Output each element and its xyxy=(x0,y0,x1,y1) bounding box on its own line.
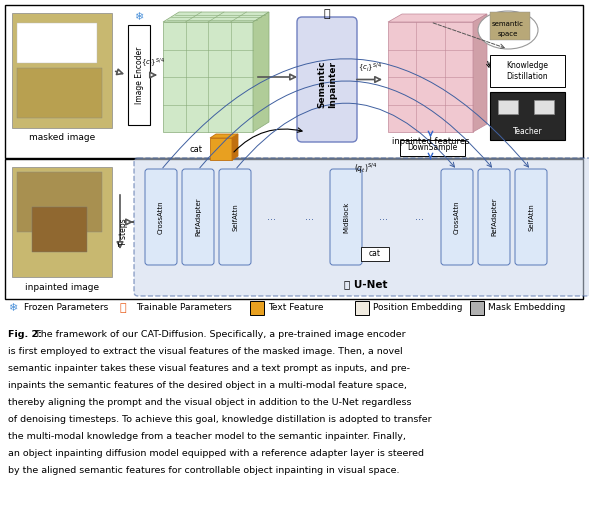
Text: ...: ... xyxy=(267,212,276,222)
Text: inpainted features: inpainted features xyxy=(392,137,469,146)
FancyBboxPatch shape xyxy=(515,169,547,265)
FancyBboxPatch shape xyxy=(297,17,357,142)
Text: masked image: masked image xyxy=(29,133,95,142)
Text: The framework of our CAT-Diffusion. Specifically, a pre-trained image encoder: The framework of our CAT-Diffusion. Spec… xyxy=(32,330,406,339)
Text: Position Embedding: Position Embedding xyxy=(373,304,462,313)
FancyBboxPatch shape xyxy=(12,167,112,277)
FancyBboxPatch shape xyxy=(400,140,465,156)
Text: Image Encoder: Image Encoder xyxy=(134,46,144,104)
Text: cat: cat xyxy=(189,144,202,154)
Text: Trainable Parameters: Trainable Parameters xyxy=(136,304,231,313)
FancyBboxPatch shape xyxy=(17,23,97,63)
Text: RefAdapter: RefAdapter xyxy=(195,197,201,236)
FancyBboxPatch shape xyxy=(490,12,530,40)
FancyBboxPatch shape xyxy=(250,301,264,315)
FancyBboxPatch shape xyxy=(17,68,102,118)
FancyBboxPatch shape xyxy=(17,172,102,232)
Polygon shape xyxy=(210,134,238,138)
Text: cat: cat xyxy=(369,249,381,259)
Text: 🔥: 🔥 xyxy=(120,303,127,313)
Text: Fig. 2:: Fig. 2: xyxy=(8,330,42,339)
FancyBboxPatch shape xyxy=(490,92,565,140)
Text: an object inpainting diffusion model equipped with a reference adapter layer is : an object inpainting diffusion model equ… xyxy=(8,449,424,458)
FancyBboxPatch shape xyxy=(163,22,253,132)
Polygon shape xyxy=(388,14,487,22)
FancyBboxPatch shape xyxy=(5,159,583,299)
FancyBboxPatch shape xyxy=(330,169,362,265)
Text: of denoising timesteps. To achieve this goal, knowledge distillation is adopted : of denoising timesteps. To achieve this … xyxy=(8,415,432,424)
FancyBboxPatch shape xyxy=(361,247,389,261)
Polygon shape xyxy=(232,134,238,160)
Text: $\{c_i\}^{S/4}$: $\{c_i\}^{S/4}$ xyxy=(358,61,382,74)
Text: by the aligned semantic features for controllable object inpainting in visual sp: by the aligned semantic features for con… xyxy=(8,466,399,475)
Text: ...: ... xyxy=(415,212,425,222)
Text: Text Feature: Text Feature xyxy=(268,304,323,313)
FancyBboxPatch shape xyxy=(128,25,150,125)
FancyBboxPatch shape xyxy=(145,169,177,265)
Text: inpainted image: inpainted image xyxy=(25,282,99,291)
Polygon shape xyxy=(253,12,269,132)
Text: $\{c_i\}^{S/4}$: $\{c_i\}^{S/4}$ xyxy=(141,57,164,69)
FancyBboxPatch shape xyxy=(498,100,518,114)
Text: the multi-modal knowledge from a teacher model to the semantic inpainter. Finall: the multi-modal knowledge from a teacher… xyxy=(8,432,406,441)
Text: T steps: T steps xyxy=(120,218,128,246)
FancyBboxPatch shape xyxy=(490,55,565,87)
Text: Semantic
Inpainter: Semantic Inpainter xyxy=(317,61,337,108)
Text: SelfAttn: SelfAttn xyxy=(528,203,534,231)
Text: MidBlock: MidBlock xyxy=(343,201,349,233)
FancyBboxPatch shape xyxy=(12,13,112,128)
Text: Mask Embedding: Mask Embedding xyxy=(488,304,565,313)
Text: is first employed to extract the visual features of the masked image. Then, a no: is first employed to extract the visual … xyxy=(8,347,403,356)
Text: CrossAttn: CrossAttn xyxy=(454,200,460,234)
FancyBboxPatch shape xyxy=(470,301,484,315)
FancyBboxPatch shape xyxy=(478,169,510,265)
Text: space: space xyxy=(498,31,518,37)
Text: Knowledge
Distillation: Knowledge Distillation xyxy=(507,61,548,81)
FancyBboxPatch shape xyxy=(388,22,473,132)
Text: Frozen Parameters: Frozen Parameters xyxy=(24,304,108,313)
Text: 🔥 U-Net: 🔥 U-Net xyxy=(344,279,387,289)
Text: SelfAttn: SelfAttn xyxy=(232,203,238,231)
FancyBboxPatch shape xyxy=(210,138,232,160)
Text: semantic: semantic xyxy=(492,21,524,27)
Text: ❄: ❄ xyxy=(8,303,17,313)
FancyBboxPatch shape xyxy=(441,169,473,265)
FancyBboxPatch shape xyxy=(32,207,87,252)
Text: ❄: ❄ xyxy=(134,12,144,22)
Polygon shape xyxy=(473,14,487,132)
FancyBboxPatch shape xyxy=(219,169,251,265)
FancyBboxPatch shape xyxy=(5,5,583,158)
Text: CrossAttn: CrossAttn xyxy=(158,200,164,234)
FancyBboxPatch shape xyxy=(355,301,369,315)
Text: inpaints the semantic features of the desired object in a multi-modal feature sp: inpaints the semantic features of the de… xyxy=(8,381,407,390)
Text: $(q_t)^{S/4}$: $(q_t)^{S/4}$ xyxy=(354,162,377,176)
Text: semantic inpainter takes these visual features and a text prompt as inputs, and : semantic inpainter takes these visual fe… xyxy=(8,364,410,373)
FancyBboxPatch shape xyxy=(534,100,554,114)
Text: Teacher: Teacher xyxy=(512,127,542,136)
Text: ...: ... xyxy=(379,212,388,222)
Text: DownSample: DownSample xyxy=(408,143,458,153)
Text: thereby aligning the prompt and the visual object in addition to the U-Net regar: thereby aligning the prompt and the visu… xyxy=(8,398,412,407)
FancyBboxPatch shape xyxy=(182,169,214,265)
Text: ...: ... xyxy=(305,212,313,222)
Polygon shape xyxy=(163,12,269,22)
FancyBboxPatch shape xyxy=(134,158,589,296)
Ellipse shape xyxy=(478,11,538,49)
Text: 🔥: 🔥 xyxy=(324,9,330,19)
Text: RefAdapter: RefAdapter xyxy=(491,197,497,236)
